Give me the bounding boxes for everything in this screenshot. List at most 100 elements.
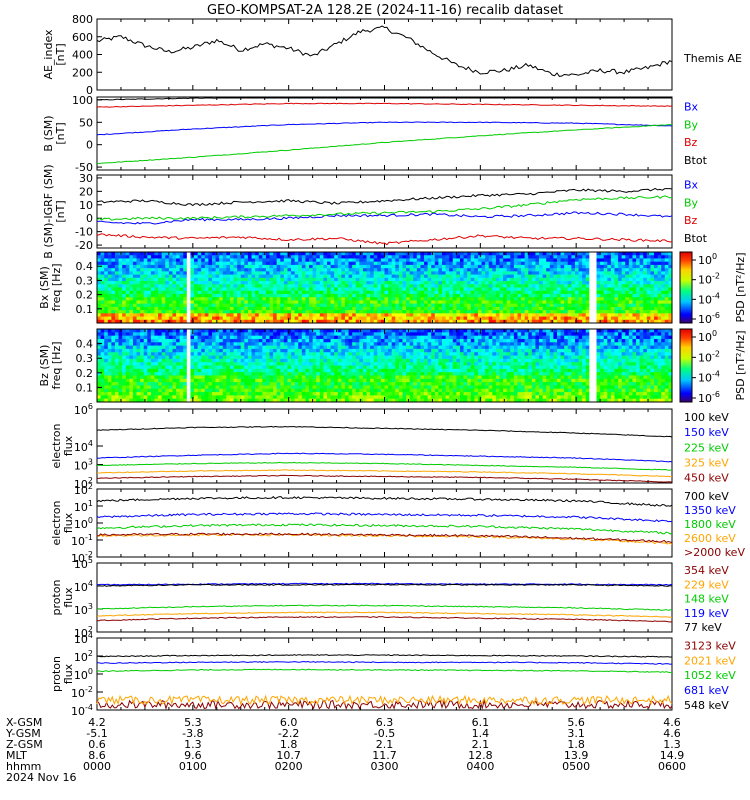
spectrogram-cell [499, 293, 504, 298]
spectrogram-cell [283, 348, 288, 353]
spectrogram-cell [262, 368, 267, 373]
spectrogram-cell [560, 313, 565, 318]
spectrogram-cell [657, 297, 662, 301]
spectrogram-cell [521, 255, 526, 259]
spectrogram-cell [370, 297, 375, 301]
spectrogram-cell [219, 313, 224, 318]
spectrogram-cell [499, 300, 504, 305]
spectrogram-cell [237, 329, 242, 333]
spectrogram-cell [122, 388, 127, 393]
spectrogram-cell [114, 261, 120, 266]
spectrogram-cell [646, 252, 651, 256]
spectrogram-cell [603, 284, 608, 288]
spectrogram-cell [380, 293, 385, 298]
spectrogram-cell [262, 345, 267, 350]
spectrogram-cell [639, 303, 644, 308]
spectrogram-cell [204, 293, 209, 298]
spectrogram-cell [420, 300, 425, 305]
spectrogram-cell [107, 316, 112, 321]
spectrogram-cell [258, 355, 263, 360]
spectrogram-cell [265, 368, 270, 373]
spectrogram-cell [229, 395, 235, 400]
spectrogram-cell [100, 392, 105, 396]
spectrogram-cell [503, 313, 508, 318]
spectrogram-cell [488, 310, 493, 314]
spectrogram-cell [456, 271, 461, 276]
spectrogram-cell [477, 310, 483, 314]
spectrogram-cell [298, 258, 303, 263]
spectrogram-cell [176, 310, 181, 314]
spectrogram-cell [122, 335, 127, 340]
spectrogram-cell [416, 313, 421, 318]
spectrogram-cell [186, 352, 191, 357]
spectrogram-cell [294, 274, 299, 279]
spectrogram-cell [553, 293, 558, 298]
spectrogram-cell [237, 378, 242, 383]
spectrogram-cell [215, 313, 220, 318]
spectrogram-cell [183, 388, 188, 393]
spectrogram-cell [258, 313, 263, 318]
spectrogram-cell [607, 290, 612, 295]
spectrogram-cell [409, 310, 414, 314]
spectrogram-cell [661, 255, 666, 259]
spectrogram-cell [589, 277, 594, 282]
spectrogram-cell [233, 319, 238, 324]
spectrogram-cell [305, 258, 310, 263]
spectrogram-cell [265, 252, 270, 256]
spectrogram-cell [539, 313, 544, 318]
spectrogram-cell [201, 335, 206, 340]
spectrogram-cell [280, 345, 285, 350]
spectrogram-cell [521, 293, 526, 298]
spectrogram-cell [258, 342, 263, 347]
spectrogram-cell [305, 261, 310, 266]
spectrogram-cell [222, 287, 227, 292]
spectrogram-cell [104, 382, 109, 386]
spectrogram-cell [262, 342, 267, 347]
spectrogram-cell [485, 290, 490, 295]
spectrogram-cell [222, 271, 227, 276]
spectrogram-4 [97, 329, 673, 403]
spectrogram-cell [424, 313, 429, 318]
spectrogram-cell [190, 365, 195, 370]
spectrogram-cell [244, 313, 249, 318]
spectrogram-cell [337, 274, 342, 279]
spectrogram-cell [377, 313, 382, 318]
spectrogram-cell [114, 258, 120, 263]
spectrogram-cell [481, 255, 486, 259]
spectrogram-cell [366, 261, 371, 266]
spectrogram-cell [176, 281, 181, 285]
spectrogram-cell [639, 290, 644, 295]
spectrogram-cell [226, 274, 231, 279]
spectrogram-cell [161, 300, 166, 305]
spectrogram-cell [244, 375, 249, 380]
spectrogram-cell [125, 395, 130, 400]
spectrogram-cell [420, 255, 425, 259]
spectrogram-cell [208, 368, 213, 373]
spectrogram-cell [165, 284, 170, 288]
spectrogram-cell [607, 297, 612, 301]
spectrogram-cell [280, 342, 285, 347]
spectrogram-cell [276, 313, 281, 318]
spectrogram-cell [114, 358, 120, 363]
spectrogram-cell [204, 271, 209, 276]
spectrogram-cell [197, 300, 202, 305]
spectrogram-cell [344, 268, 350, 272]
spectrogram-cell [201, 398, 206, 403]
spectrogram-cell [327, 264, 332, 269]
spectrogram-cell [114, 388, 120, 393]
spectrogram-cell [118, 375, 123, 380]
spectrogram-cell [104, 258, 109, 263]
spectrogram-cell [107, 264, 112, 269]
spectrogram-cell [122, 293, 127, 298]
spectrogram-cell [585, 252, 590, 256]
spectrogram-cell [327, 310, 332, 314]
spectrogram-cell [618, 277, 623, 282]
spectrogram-cell [628, 306, 633, 311]
spectrogram-cell [276, 335, 281, 340]
spectrogram-cell [291, 332, 296, 337]
spectrogram-cell [323, 306, 328, 311]
spectrogram-cell [362, 300, 368, 305]
spectrogram-cell [557, 310, 562, 314]
spectrogram-cell [402, 277, 407, 282]
spectrogram-cell [122, 392, 127, 396]
